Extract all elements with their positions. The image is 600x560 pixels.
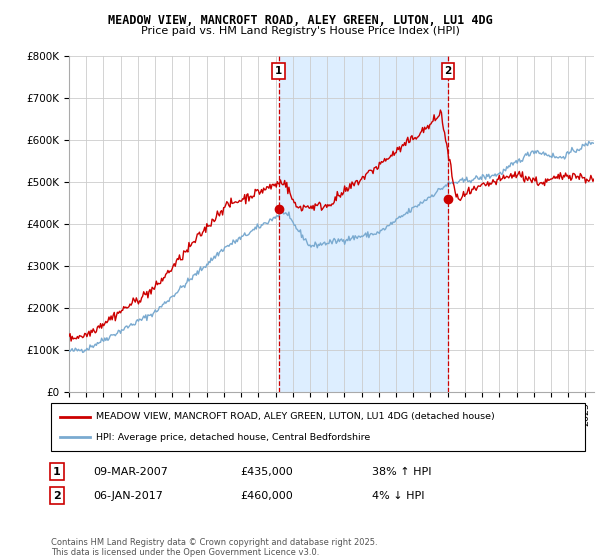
Text: 09-MAR-2007: 09-MAR-2007	[93, 466, 168, 477]
Text: 1: 1	[53, 466, 61, 477]
Text: 2: 2	[53, 491, 61, 501]
Text: Contains HM Land Registry data © Crown copyright and database right 2025.
This d: Contains HM Land Registry data © Crown c…	[51, 538, 377, 557]
Text: MEADOW VIEW, MANCROFT ROAD, ALEY GREEN, LUTON, LU1 4DG: MEADOW VIEW, MANCROFT ROAD, ALEY GREEN, …	[107, 14, 493, 27]
Text: 2: 2	[445, 66, 452, 76]
Text: 06-JAN-2017: 06-JAN-2017	[93, 491, 163, 501]
Text: HPI: Average price, detached house, Central Bedfordshire: HPI: Average price, detached house, Cent…	[96, 433, 370, 442]
Text: Price paid vs. HM Land Registry's House Price Index (HPI): Price paid vs. HM Land Registry's House …	[140, 26, 460, 36]
Text: £435,000: £435,000	[240, 466, 293, 477]
Text: MEADOW VIEW, MANCROFT ROAD, ALEY GREEN, LUTON, LU1 4DG (detached house): MEADOW VIEW, MANCROFT ROAD, ALEY GREEN, …	[96, 412, 495, 421]
Text: 1: 1	[275, 66, 282, 76]
Text: 38% ↑ HPI: 38% ↑ HPI	[372, 466, 431, 477]
Text: £460,000: £460,000	[240, 491, 293, 501]
Text: 4% ↓ HPI: 4% ↓ HPI	[372, 491, 425, 501]
Bar	[278, 56, 448, 392]
